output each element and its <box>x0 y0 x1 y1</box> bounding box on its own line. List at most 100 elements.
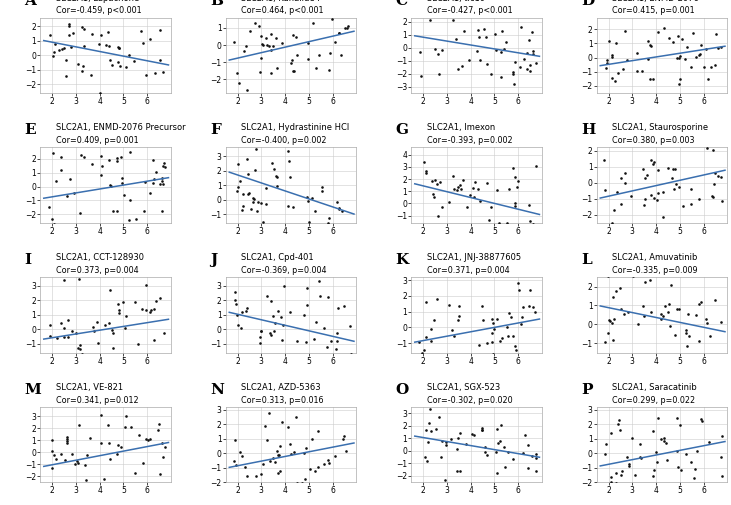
Point <box>254 68 266 76</box>
Point <box>117 298 129 307</box>
Point <box>693 195 705 204</box>
Text: P: P <box>581 383 593 397</box>
Point <box>236 308 248 316</box>
Point <box>665 281 677 289</box>
Point <box>669 165 681 173</box>
Point <box>647 472 659 480</box>
Point <box>527 50 539 58</box>
Text: SLC2A1, tic10: SLC2A1, tic10 <box>427 0 485 3</box>
Point <box>700 45 711 53</box>
Point <box>496 27 507 35</box>
Point <box>435 453 447 461</box>
Point <box>524 218 536 226</box>
Point <box>662 164 673 172</box>
Point <box>514 92 526 100</box>
Text: SLC2A1, Saracatinib: SLC2A1, Saracatinib <box>613 383 697 392</box>
Point <box>257 41 268 49</box>
Point <box>76 23 88 31</box>
Point <box>285 59 297 67</box>
Point <box>323 66 335 74</box>
Point <box>133 431 145 439</box>
Point <box>424 16 436 24</box>
Point <box>307 19 319 27</box>
Point <box>517 12 529 20</box>
Point <box>84 434 96 442</box>
Point <box>527 46 539 55</box>
Point <box>316 187 327 195</box>
Point <box>78 25 90 33</box>
Point <box>663 300 675 308</box>
Text: C: C <box>395 0 408 8</box>
Point <box>680 399 692 408</box>
Point <box>488 350 499 358</box>
Point <box>129 57 140 65</box>
Point <box>616 467 628 475</box>
Point <box>63 20 75 28</box>
Point <box>600 440 612 448</box>
Point <box>519 430 531 438</box>
Point <box>113 300 124 309</box>
Point <box>74 341 86 349</box>
Point <box>476 426 488 434</box>
Text: Cor=0.415, p=0.001: Cor=0.415, p=0.001 <box>613 7 695 15</box>
Point <box>502 447 514 456</box>
Point <box>469 193 480 201</box>
Point <box>126 423 137 431</box>
Point <box>619 179 631 187</box>
Point <box>289 67 300 75</box>
Point <box>614 284 626 292</box>
Point <box>240 42 251 50</box>
Point <box>65 43 77 52</box>
Point <box>325 336 337 344</box>
Point <box>624 462 635 470</box>
Point <box>702 319 713 327</box>
Point <box>452 183 464 191</box>
Point <box>304 465 316 473</box>
Point <box>693 336 705 344</box>
Point <box>116 174 128 182</box>
Point <box>111 207 123 215</box>
Point <box>510 346 522 355</box>
Point <box>659 301 671 310</box>
Point <box>636 67 648 75</box>
Text: Cor=0.299, p=0.022: Cor=0.299, p=0.022 <box>613 395 695 405</box>
Point <box>111 154 123 162</box>
Point <box>680 329 692 337</box>
Point <box>241 86 253 94</box>
Point <box>599 338 611 346</box>
Point <box>156 453 168 461</box>
Point <box>511 351 523 360</box>
Text: L: L <box>581 253 592 267</box>
Point <box>342 22 354 30</box>
Point <box>56 319 67 327</box>
Point <box>679 55 691 63</box>
Point <box>270 172 282 180</box>
Point <box>652 189 664 197</box>
Point <box>106 326 118 334</box>
Point <box>605 473 617 481</box>
Point <box>415 72 427 80</box>
Point <box>503 185 515 193</box>
Point <box>421 458 433 466</box>
Point <box>499 443 510 451</box>
Point <box>255 327 267 335</box>
Point <box>655 310 667 318</box>
Point <box>318 460 330 468</box>
Point <box>239 463 251 471</box>
Point <box>322 214 334 222</box>
Point <box>460 439 471 447</box>
Point <box>523 441 534 449</box>
Point <box>81 451 93 459</box>
Point <box>77 62 89 70</box>
Point <box>431 295 443 303</box>
Point <box>329 38 341 46</box>
Point <box>249 141 260 149</box>
Point <box>302 193 314 201</box>
Point <box>670 331 681 339</box>
Point <box>527 220 539 228</box>
Point <box>96 31 107 39</box>
Point <box>78 153 90 161</box>
Point <box>270 34 282 42</box>
Point <box>230 296 241 305</box>
Point <box>104 157 115 165</box>
